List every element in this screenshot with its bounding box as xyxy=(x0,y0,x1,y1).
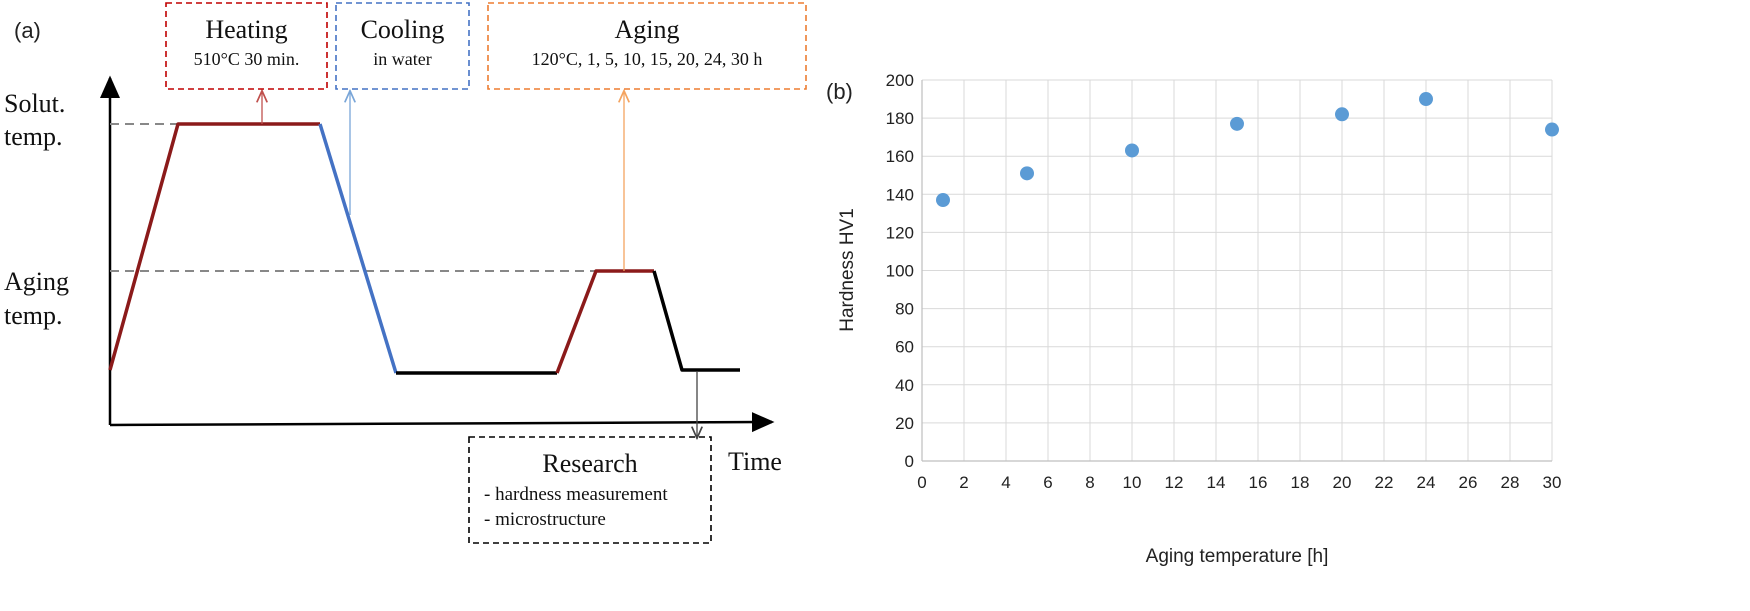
panel-a-process-diagram: (a) Solut. temp. Aging temp. Time Heatin… xyxy=(4,2,807,544)
time-axis-label: Time xyxy=(728,447,782,476)
aging-temp-label-line2: temp. xyxy=(4,301,63,330)
cooling-detail: in water xyxy=(373,49,431,69)
x-tick-label-30: 30 xyxy=(1543,473,1562,492)
y-tick-label-0: 0 xyxy=(905,452,914,471)
panel-a-x-axis xyxy=(109,412,775,433)
x-tick-label-16: 16 xyxy=(1249,473,1268,492)
y-tick-label-140: 140 xyxy=(886,185,914,204)
solut-temp-label-line2: temp. xyxy=(4,122,63,151)
y-tick-label-20: 20 xyxy=(895,414,914,433)
x-tick-label-2: 2 xyxy=(959,473,968,492)
x-tick-label-8: 8 xyxy=(1085,473,1094,492)
x-tick-label-6: 6 xyxy=(1043,473,1052,492)
cooling-title: Cooling xyxy=(361,15,445,44)
research-line2: - microstructure xyxy=(484,509,606,530)
y-tick-label-80: 80 xyxy=(895,300,914,319)
heating-curve xyxy=(108,122,320,371)
cooling-curve xyxy=(318,123,398,374)
y-tick-label-60: 60 xyxy=(895,338,914,357)
aging-title: Aging xyxy=(615,15,680,44)
y-tick-label-100: 100 xyxy=(886,262,914,281)
data-point-4 xyxy=(1335,107,1349,122)
y-tick-label-120: 120 xyxy=(886,223,914,242)
heating-title: Heating xyxy=(205,15,287,44)
x-tick-label-24: 24 xyxy=(1417,473,1436,492)
research-box: Research - hardness measurement - micros… xyxy=(468,436,712,544)
x-tick-label-28: 28 xyxy=(1501,473,1520,492)
data-point-5 xyxy=(1419,92,1433,107)
x-tick-label-12: 12 xyxy=(1165,473,1184,492)
chart-axes xyxy=(921,80,1552,462)
x-tick-label-22: 22 xyxy=(1375,473,1394,492)
x-tick-label-14: 14 xyxy=(1207,473,1226,492)
y-tick-label-180: 180 xyxy=(886,109,914,128)
y-tick-label-160: 160 xyxy=(886,147,914,166)
x-tick-label-0: 0 xyxy=(917,473,926,492)
solut-temp-label-line1: Solut. xyxy=(4,89,65,118)
research-title: Research xyxy=(542,449,637,478)
x-tick-label-20: 20 xyxy=(1333,473,1352,492)
panel-b-label: (b) xyxy=(826,79,853,104)
final-cooling-curve xyxy=(652,270,740,372)
aging-detail: 120°C, 1, 5, 10, 15, 20, 24, 30 h xyxy=(532,49,763,69)
y-tick-label-40: 40 xyxy=(895,376,914,395)
research-line1: - hardness measurement xyxy=(484,484,668,505)
data-point-1 xyxy=(1020,166,1034,181)
data-point-2 xyxy=(1125,143,1139,158)
x-axis-title: Aging temperature [h] xyxy=(1146,546,1329,567)
heating-detail: 510°C 30 min. xyxy=(194,49,300,69)
chart-points xyxy=(936,92,1559,208)
aging-curve xyxy=(555,269,654,374)
cooling-box: Cooling in water xyxy=(335,2,470,90)
chart-grid xyxy=(921,79,1553,462)
x-tick-label-4: 4 xyxy=(1001,473,1010,492)
data-point-3 xyxy=(1230,116,1244,131)
x-tick-label-18: 18 xyxy=(1291,473,1310,492)
data-point-6 xyxy=(1545,122,1559,137)
aging-temp-label-line1: Aging xyxy=(4,267,69,296)
y-tick-label-200: 200 xyxy=(886,71,914,90)
heating-box: Heating 510°C 30 min. xyxy=(165,2,328,90)
x-tick-label-10: 10 xyxy=(1123,473,1142,492)
aging-box: Aging 120°C, 1, 5, 10, 15, 20, 24, 30 h xyxy=(487,2,807,90)
panel-a-label: (a) xyxy=(14,18,41,43)
data-point-0 xyxy=(936,193,950,208)
x-tick-label-26: 26 xyxy=(1459,473,1478,492)
y-axis-title: Hardness HV1 xyxy=(837,208,858,332)
